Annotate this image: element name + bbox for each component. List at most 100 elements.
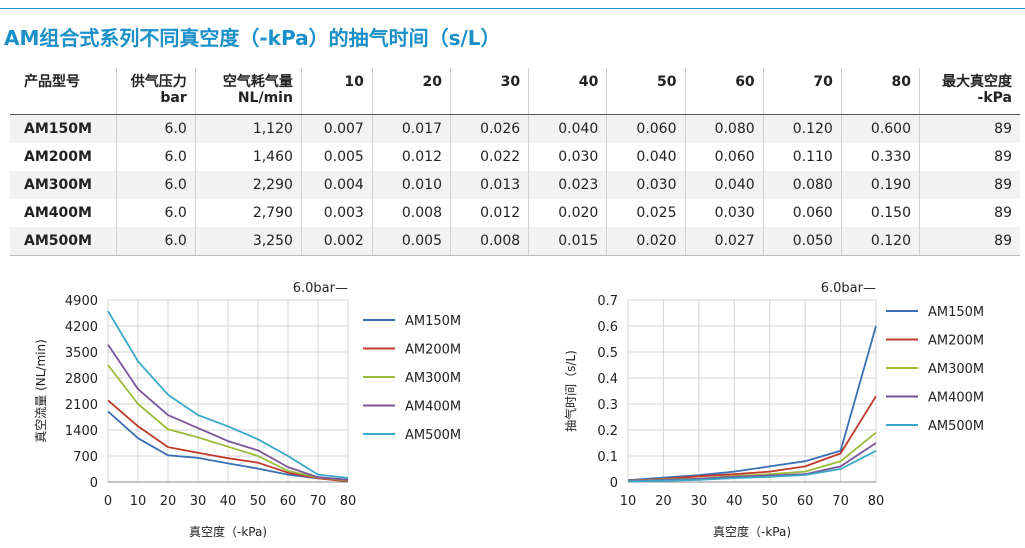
table-cell: 6.0 <box>116 114 196 143</box>
x-tick-label: 40 <box>220 494 237 509</box>
table-cell: 0.005 <box>301 143 373 171</box>
x-tick-label: 30 <box>190 494 207 509</box>
x-tick-label: 0 <box>104 494 112 509</box>
x-tick-label: 70 <box>832 494 849 509</box>
x-axis-label: 真空度（-kPa) <box>189 524 267 539</box>
legend-label: AM500M <box>405 428 461 443</box>
table-row: AM500M 6.0 3,250 0.002 0.005 0.008 0.015 0.020 0… <box>10 227 1020 256</box>
table-cell: 0.002 <box>301 227 373 256</box>
y-tick-label: 0.2 <box>597 424 618 439</box>
y-tick-label: 1400 <box>65 424 98 439</box>
table-cell: 0.040 <box>685 171 764 199</box>
x-tick-label: 50 <box>761 494 778 509</box>
series-line-am300m <box>107 364 349 482</box>
column-header: 10 <box>301 68 373 115</box>
legend-label: AM150M <box>928 305 984 320</box>
table-cell: 0.007 <box>301 114 373 143</box>
x-tick-label: 80 <box>868 494 885 509</box>
x-tick-label: 10 <box>620 494 637 509</box>
y-tick-label: 0.3 <box>597 398 618 413</box>
y-tick-label: 0.7 <box>597 294 618 309</box>
column-header-text: 60 <box>735 74 755 90</box>
column-header-text: 产品型号 <box>24 74 80 90</box>
column-header-text: -kPa <box>977 90 1012 106</box>
model-cell: AM200M <box>10 143 117 171</box>
y-tick-label: 2100 <box>65 398 98 413</box>
column-header: 40 <box>528 68 608 115</box>
table-cell: 0.012 <box>450 199 530 227</box>
x-axis-label: 真空度（-kPa) <box>713 524 791 539</box>
model-cell: AM500M <box>10 227 117 256</box>
x-tick-label: 60 <box>797 494 814 509</box>
table-cell: 0.120 <box>763 114 842 143</box>
x-tick-label: 10 <box>130 494 147 509</box>
column-header-text: 40 <box>578 74 599 90</box>
y-tick-label: 0.5 <box>597 346 618 361</box>
table-cell: 6.0 <box>116 199 196 227</box>
table-row: AM200M 6.0 1,460 0.005 0.012 0.022 0.030 0.040 0… <box>10 143 1020 171</box>
table-cell: 0.004 <box>301 171 373 199</box>
column-header-text: 10 <box>344 74 364 90</box>
model-cell: AM400M <box>10 199 117 227</box>
table-cell: 0.060 <box>685 143 764 171</box>
table-cell: 89 <box>994 149 1012 165</box>
legend-label: AM300M <box>928 362 984 377</box>
model-cell: AM300M <box>10 171 117 199</box>
table-cell: 0.120 <box>841 227 921 256</box>
table-cell: 89 <box>919 227 1020 256</box>
legend-label: AM500M <box>928 419 984 434</box>
table-cell: 0.017 <box>372 114 451 143</box>
page-title: AM组合式系列不同真空度（-kPa）的抽气时间（s/L） <box>4 26 501 50</box>
spec-table: 产品型号 供气压力 bar 空气耗气量 NL/min 10 20 30 40 50 60 70 80 最大… <box>10 68 1020 256</box>
table-cell: 0.030 <box>606 171 686 199</box>
x-tick-label: 80 <box>340 494 357 509</box>
x-tick-label: 40 <box>726 494 743 509</box>
column-header-text: 30 <box>500 74 521 90</box>
table-cell: 0.003 <box>301 199 373 227</box>
y-tick-label: 0.4 <box>597 372 618 387</box>
table-cell: 0.330 <box>841 143 921 171</box>
table-cell: 0.040 <box>606 143 686 171</box>
series-line-am500m <box>627 449 877 483</box>
y-tick-label: 0 <box>90 476 98 491</box>
y-tick-label: 4200 <box>65 320 98 335</box>
y-tick-label: 0 <box>610 476 618 491</box>
table-cell: 0.600 <box>841 114 921 143</box>
column-header-text: NL/min <box>237 90 293 106</box>
column-header: 最大真空度 -kPa <box>919 68 1020 115</box>
x-tick-label: 20 <box>655 494 672 509</box>
table-cell: 0.110 <box>763 143 842 171</box>
table-cell: 0.022 <box>450 143 530 171</box>
table-row: AM150M 6.0 1,120 0.007 0.017 0.026 0.040 0.060 0… <box>10 114 1020 143</box>
table-cell: 0.012 <box>372 143 451 171</box>
table-cell: 0.027 <box>685 227 764 256</box>
table-cell: 0.008 <box>450 227 530 256</box>
table-cell: 89 <box>919 114 1020 143</box>
table-cell: 0.050 <box>763 227 842 256</box>
table-header-row: 产品型号 供气压力 bar 空气耗气量 NL/min 10 20 30 40 50 60 70 80 最大… <box>10 68 1020 115</box>
column-header-text: 70 <box>813 74 833 90</box>
table-cell: 89 <box>994 205 1012 221</box>
table-cell: 89 <box>919 171 1020 199</box>
table-cell: 0.030 <box>685 199 764 227</box>
model-cell: AM150M <box>10 114 117 143</box>
column-header: 70 <box>763 68 842 115</box>
y-tick-label: 3500 <box>65 346 98 361</box>
table-cell: 0.010 <box>372 171 451 199</box>
x-tick-label: 50 <box>250 494 267 509</box>
table-cell: 0.080 <box>685 114 764 143</box>
table-cell: 1,120 <box>195 114 302 143</box>
y-tick-label: 0.1 <box>597 450 618 465</box>
column-header-text: bar <box>160 90 187 106</box>
x-tick-label: 70 <box>310 494 327 509</box>
flow-chart: 0 10 20 30 40 50 60 70 80 0 700 1400 2100 2800 3500 420… <box>34 281 461 539</box>
column-header: 50 <box>606 68 686 115</box>
table-cell: 0.060 <box>763 199 842 227</box>
column-header-text: 50 <box>657 74 677 90</box>
column-header-text: 空气耗气量 <box>222 74 293 90</box>
table-row: AM400M 6.0 2,790 0.003 0.008 0.012 0.020 0.025 0… <box>10 199 1020 227</box>
time-chart: 10 20 30 40 50 60 70 80 0 0.1 0.2 0.3 0.4 0.5 0.6 0.7 6.… <box>563 281 984 539</box>
series-line-am200m <box>107 399 349 483</box>
table-cell: 0.150 <box>841 199 921 227</box>
column-header-text: 供气压力 <box>130 74 187 90</box>
